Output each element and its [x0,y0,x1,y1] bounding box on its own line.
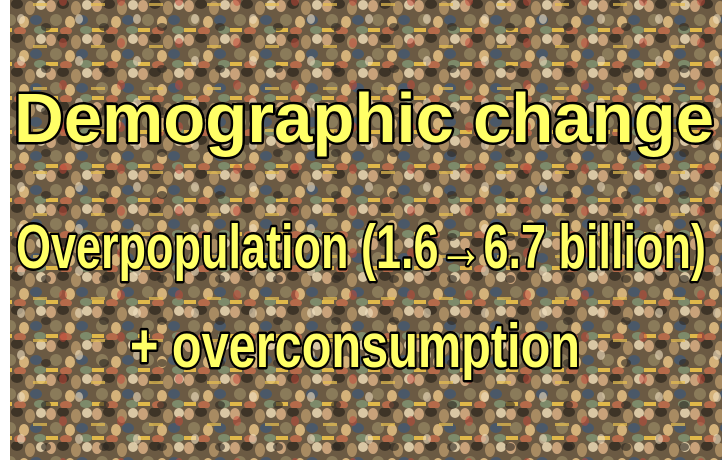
slide-line: + overconsumption [130,312,580,381]
slide-line: Overpopulation (1.6→6.7 billion) [16,213,706,282]
crowd-background-detail [10,0,722,460]
slide-title: Demographic change [14,79,714,157]
